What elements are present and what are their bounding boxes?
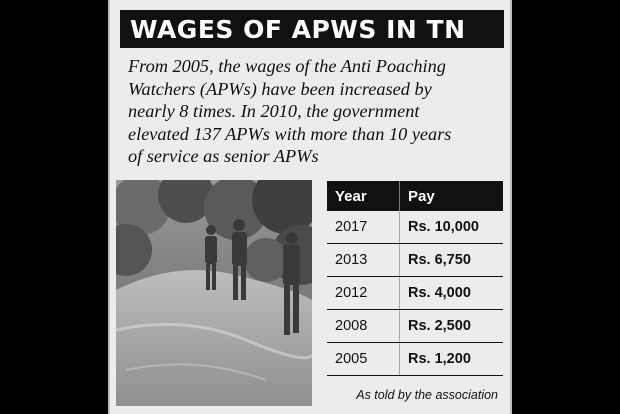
wages-table: Year Pay 2017 Rs. 10,000 2013 Rs. 6,750 … xyxy=(327,181,503,376)
table-row: 2017 Rs. 10,000 xyxy=(327,211,503,244)
intro-line: Watchers (APWs) have been increased by xyxy=(128,78,432,99)
pay-cell: Rs. 1,200 xyxy=(399,342,503,376)
table-row: 2008 Rs. 2,500 xyxy=(327,309,503,343)
intro-line: elevated 137 APWs with more than 10 year… xyxy=(128,123,452,144)
intro-text: From 2005, the wages of the Anti Poachin… xyxy=(128,55,508,168)
year-cell: 2013 xyxy=(327,243,400,277)
year-column-header: Year xyxy=(327,181,400,211)
year-cell: 2017 xyxy=(327,211,400,244)
year-cell: 2005 xyxy=(327,342,400,376)
intro-line: nearly 8 times. In 2010, the government xyxy=(128,101,420,122)
table-row: 2012 Rs. 4,000 xyxy=(327,276,503,310)
pay-cell: Rs. 6,750 xyxy=(399,243,503,277)
infographic-panel: WAGES OF APWS IN TN From 2005, the wages… xyxy=(108,0,512,414)
year-cell: 2008 xyxy=(327,309,400,343)
intro-line: From 2005, the wages of the Anti Poachin… xyxy=(128,56,446,76)
watchers-photo-illustration xyxy=(116,180,312,406)
infographic-title: WAGES OF APWS IN TN xyxy=(120,10,504,48)
table-row: 2005 Rs. 1,200 xyxy=(327,342,503,376)
source-note: As told by the association xyxy=(356,388,498,402)
year-cell: 2012 xyxy=(327,276,400,310)
pay-column-header: Pay xyxy=(399,181,503,211)
table-header-row: Year Pay xyxy=(327,181,503,211)
pay-cell: Rs. 4,000 xyxy=(399,276,503,310)
watchers-photo xyxy=(116,180,312,406)
pay-cell: Rs. 10,000 xyxy=(399,211,503,244)
table-row: 2013 Rs. 6,750 xyxy=(327,243,503,277)
intro-line: of service as senior APWs xyxy=(128,146,319,167)
pay-cell: Rs. 2,500 xyxy=(399,309,503,343)
